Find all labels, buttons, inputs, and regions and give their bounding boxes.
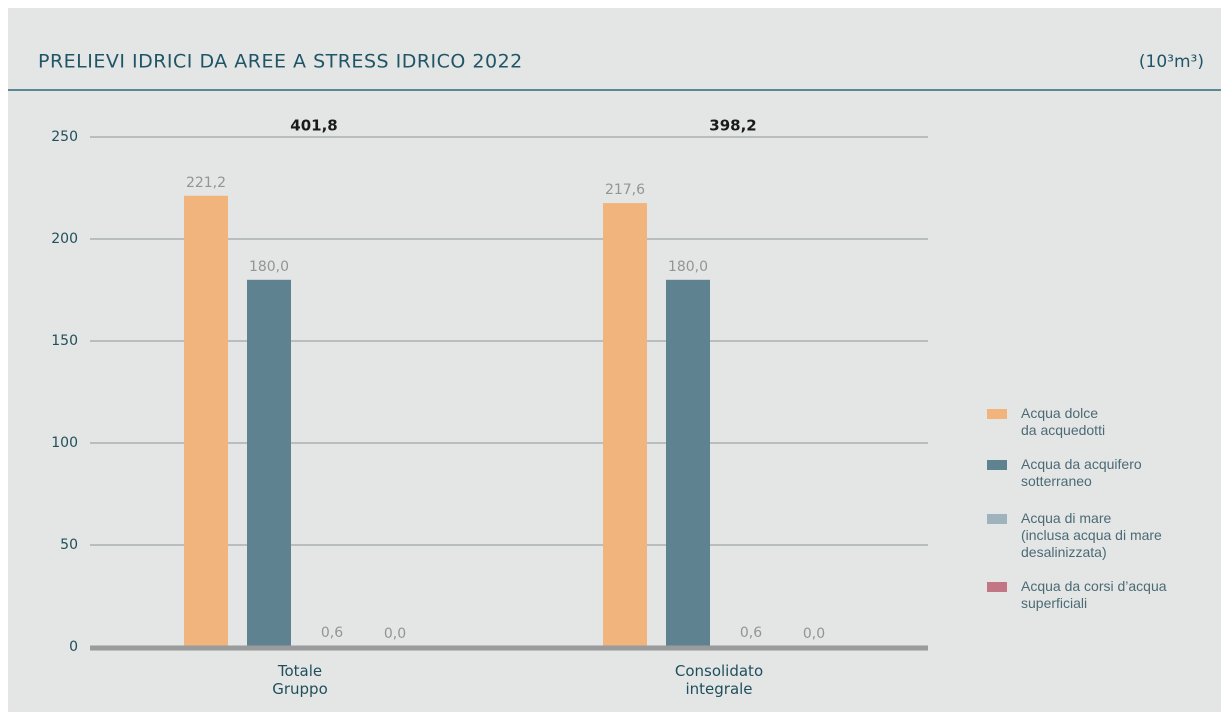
y-tick-label: 100 [51,435,78,451]
legend-label: Acqua di mare (inclusa acqua di mare des… [1021,510,1162,560]
value-label: 180,0 [249,259,289,275]
legend-swatch [987,514,1007,524]
legend-swatch [987,582,1007,592]
chart-title: PRELIEVI IDRICI DA AREE A STRESS IDRICO … [38,51,523,73]
legend-label: Acqua dolce da acquedotti [1021,405,1106,438]
y-tick-label: 250 [51,129,78,145]
value-label: 0,6 [321,625,343,641]
unit-label: (10³m³) [1139,52,1204,72]
bars: 401,8 221,2 180,0 0,6 0,0 398,2 217,6 180,0 0,6 0… [184,117,825,647]
x-tick-label: Consolidato integrale [674,662,764,698]
y-tick-label: 150 [51,333,78,349]
value-label: 180,0 [668,259,708,275]
total-label: 398,2 [709,117,756,135]
legend-label: Acqua da corsi d’acqua superficiali [1021,578,1167,611]
bar [666,279,710,647]
legend-swatch [987,460,1007,470]
value-label: 217,6 [605,182,645,198]
x-tick-label: Totale Gruppo [272,662,328,698]
bar [603,203,647,647]
value-label: 0,6 [740,625,762,641]
legend-label: Acqua da acquifero sotterraneo [1021,456,1142,489]
value-label: 0,0 [384,626,406,642]
y-tick-label: 50 [60,537,78,553]
value-label: 0,0 [803,626,825,642]
y-tick-label: 200 [51,231,78,247]
legend-swatch [987,409,1007,419]
value-label: 221,2 [186,175,226,191]
y-tick-label: 0 [69,639,78,655]
bar [184,195,228,647]
bar [247,279,291,647]
total-label: 401,8 [290,117,337,135]
